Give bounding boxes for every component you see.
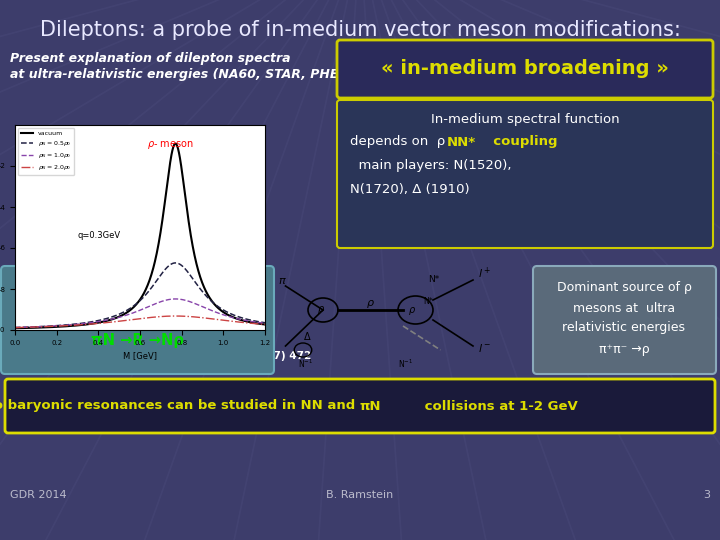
Text: Rapp and Wambach EPJA 6 (1999) 415: Rapp and Wambach EPJA 6 (1999) 415	[10, 338, 235, 348]
Text: relativistic energies: relativistic energies	[562, 321, 685, 334]
vacuum	[226, 313, 235, 319]
$\rho_N=2.0\rho_0$	[170, 313, 179, 319]
Text: In-medium spectral function: In-medium spectral function	[431, 113, 619, 126]
Text: N$^{-1}$: N$^{-1}$	[298, 357, 313, 370]
Text: N*: N*	[428, 275, 439, 284]
$\rho_N=0.5\rho_0$	[11, 325, 19, 331]
$\rho_N=2.0\rho_0$	[163, 313, 171, 320]
Text: Rapp, Chanfray and Wambach NPA 617, (1997) 472: Rapp, Chanfray and Wambach NPA 617, (199…	[10, 351, 311, 361]
Text: $\rho$: $\rho$	[408, 305, 416, 317]
$\rho_N=2.0\rho_0$	[171, 313, 180, 319]
$\rho_N=1.0\rho_0$	[11, 325, 19, 331]
Text: mesons at  ultra: mesons at ultra	[573, 301, 675, 314]
$\rho_N=0.5\rho_0$	[261, 320, 269, 326]
$\rho_N=2.0\rho_0$	[261, 321, 269, 328]
vacuum	[26, 325, 35, 331]
$\rho_N=0.5\rho_0$	[226, 310, 235, 317]
$\rho_N=1.0\rho_0$	[163, 296, 171, 303]
Text: coupling: coupling	[484, 136, 557, 148]
vacuum	[170, 141, 179, 148]
vacuum	[156, 231, 164, 238]
Text: $\pi$: $\pi$	[278, 276, 287, 286]
Text: $\Delta$: $\Delta$	[303, 330, 312, 342]
Text: $l^-$: $l^-$	[478, 342, 491, 354]
X-axis label: M [GeV]: M [GeV]	[123, 352, 157, 360]
Text: collisions at 1-2 GeV: collisions at 1-2 GeV	[420, 400, 577, 413]
Text: main players: N(1520),: main players: N(1520),	[350, 159, 511, 172]
$\rho_N=2.0\rho_0$	[11, 325, 19, 331]
$\rho_N=1.0\rho_0$	[171, 296, 180, 302]
$\rho_N=0.5\rho_0$	[170, 260, 179, 266]
Text: N*: N*	[423, 297, 433, 306]
$\rho_N=1.0\rho_0$	[226, 314, 235, 320]
$\rho_N=0.5\rho_0$	[201, 291, 210, 298]
Text: « in-medium broadening »: « in-medium broadening »	[381, 58, 669, 78]
Text: NN*: NN*	[447, 136, 476, 148]
Text: π⁺π⁻ →ρ: π⁺π⁻ →ρ	[599, 343, 649, 356]
Text: $\rho$- meson: $\rho$- meson	[147, 139, 194, 151]
Text: B. Ramstein: B. Ramstein	[326, 490, 394, 500]
$\rho_N=0.5\rho_0$	[26, 324, 35, 330]
vacuum	[261, 321, 269, 328]
Text: N(1720), Δ (1910): N(1720), Δ (1910)	[350, 184, 469, 197]
vacuum	[11, 325, 19, 332]
Text: GDR 2014: GDR 2014	[10, 490, 67, 500]
FancyBboxPatch shape	[337, 100, 713, 248]
$\rho_N=1.0\rho_0$	[201, 305, 210, 311]
Line: $\rho_N=0.5\rho_0$: $\rho_N=0.5\rho_0$	[15, 263, 265, 328]
FancyBboxPatch shape	[1, 266, 274, 374]
Text: at ultra-relativistic energies (NA60, STAR, PHENICS): at ultra-relativistic energies (NA60, ST…	[10, 68, 377, 81]
Text: depends on  ρ: depends on ρ	[350, 136, 449, 148]
$\rho_N=2.0\rho_0$	[226, 318, 235, 325]
$\rho_N=0.5\rho_0$	[156, 273, 164, 279]
$\rho_N=1.0\rho_0$	[26, 324, 35, 330]
Line: $\rho_N=1.0\rho_0$: $\rho_N=1.0\rho_0$	[15, 299, 265, 328]
$\rho_N=2.0\rho_0$	[26, 324, 35, 330]
$\rho_N=1.0\rho_0$	[261, 320, 269, 327]
Text: Dominant source of ρ: Dominant source of ρ	[557, 281, 691, 294]
Text: Source of ρ mesons at 1-2 AGeV: Source of ρ mesons at 1-2 AGeV	[36, 281, 238, 294]
Text: πN →R →Nρ: πN →R →Nρ	[91, 333, 184, 348]
Text: NN →NR →NNρ: NN →NR →NNρ	[78, 306, 196, 321]
Text: $\rho$: $\rho$	[366, 298, 374, 310]
Text: $\rho$: $\rho$	[317, 304, 325, 316]
Line: vacuum: vacuum	[15, 144, 265, 328]
FancyBboxPatch shape	[533, 266, 716, 374]
vacuum	[201, 286, 210, 293]
Text: Dileptons: a probe of in-medium vector meson modifications:: Dileptons: a probe of in-medium vector m…	[40, 20, 680, 40]
FancyBboxPatch shape	[5, 379, 715, 433]
Text: Present explanation of dilepton spectra: Present explanation of dilepton spectra	[10, 52, 290, 65]
Line: $\rho_N=2.0\rho_0$: $\rho_N=2.0\rho_0$	[15, 316, 265, 328]
Text: 3: 3	[703, 490, 710, 500]
Text: N$^{-1}$: N$^{-1}$	[398, 357, 413, 370]
$\rho_N=2.0\rho_0$	[156, 313, 164, 320]
$\rho_N=2.0\rho_0$	[201, 315, 210, 321]
$\rho_N=0.5\rho_0$	[163, 265, 171, 271]
Legend: vacuum, $\rho_N=0.5\rho_0$, $\rho_N=1.0\rho_0$, $\rho_N=2.0\rho_0$: vacuum, $\rho_N=0.5\rho_0$, $\rho_N=1.0\…	[18, 128, 74, 175]
$\rho_N=1.0\rho_0$	[156, 299, 164, 305]
$\rho_N=1.0\rho_0$	[170, 296, 179, 302]
Text: q=0.3GeV: q=0.3GeV	[78, 231, 121, 240]
FancyBboxPatch shape	[337, 40, 713, 98]
Text: πN: πN	[360, 400, 382, 413]
$\rho_N=0.5\rho_0$	[171, 260, 180, 266]
Text: $l^+$: $l^+$	[478, 266, 491, 281]
vacuum	[163, 184, 171, 191]
Text: Coupling of ρ to baryonic resonances can be studied in NN and: Coupling of ρ to baryonic resonances can…	[0, 400, 360, 413]
vacuum	[171, 140, 180, 147]
